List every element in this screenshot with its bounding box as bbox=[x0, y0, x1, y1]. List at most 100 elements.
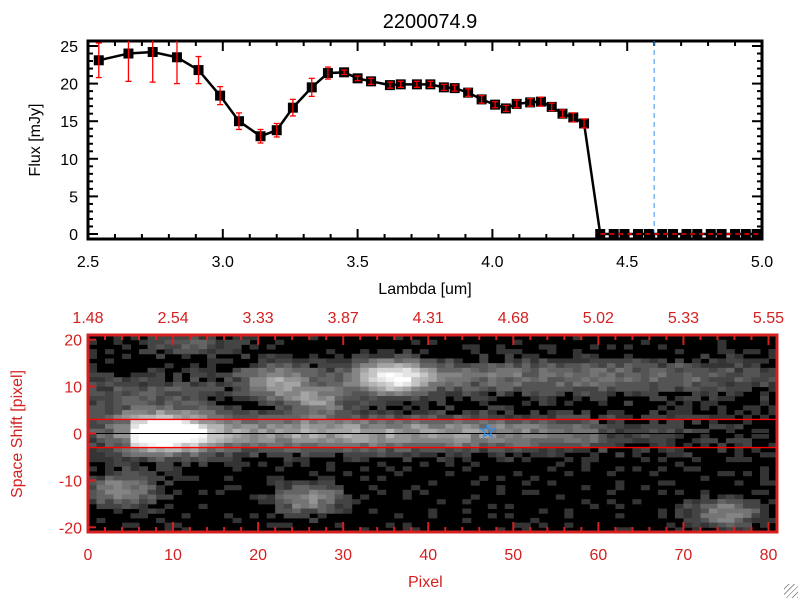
heatmap-cell bbox=[351, 400, 361, 406]
heatmap-cell bbox=[419, 447, 429, 453]
heatmap-cell bbox=[385, 433, 395, 439]
heatmap-cell bbox=[232, 335, 242, 341]
heatmap-cell bbox=[309, 410, 319, 416]
heatmap-cell bbox=[683, 400, 693, 406]
heatmap-cell bbox=[241, 367, 251, 374]
heatmap-cell bbox=[300, 508, 310, 514]
heatmap-cell bbox=[759, 517, 769, 524]
heatmap-cell bbox=[198, 442, 208, 449]
heatmap-cell bbox=[428, 419, 438, 425]
heatmap-cell bbox=[130, 452, 140, 458]
heatmap-cell bbox=[275, 424, 285, 430]
heatmap-cell bbox=[657, 386, 667, 392]
heatmap-cell bbox=[589, 433, 599, 439]
heatmap-cell bbox=[326, 410, 336, 416]
heatmap-cell bbox=[130, 424, 140, 430]
heatmap-cell bbox=[215, 381, 225, 388]
heatmap-cell bbox=[147, 494, 157, 500]
heatmap-cell bbox=[683, 372, 693, 378]
heatmap-cell bbox=[113, 433, 123, 439]
heatmap-cell bbox=[751, 447, 761, 453]
heatmap-cell bbox=[309, 508, 319, 514]
heatmap-cell bbox=[360, 395, 370, 402]
heatmap-cell bbox=[487, 452, 497, 458]
heatmap-cell bbox=[113, 377, 123, 383]
heatmap-cell bbox=[181, 452, 191, 458]
heatmap-cell bbox=[207, 349, 217, 355]
heatmap-cell bbox=[139, 480, 149, 486]
heatmap-cell bbox=[708, 438, 718, 444]
heatmap-cell bbox=[317, 363, 327, 369]
heatmap-cell bbox=[88, 367, 98, 374]
heatmap-cell bbox=[241, 353, 251, 359]
heatmap-cell bbox=[377, 475, 387, 481]
heatmap-cell bbox=[266, 353, 276, 359]
heatmap-cell bbox=[334, 363, 344, 369]
heatmap-cell bbox=[207, 377, 217, 383]
heatmap-cell bbox=[564, 508, 574, 514]
heatmap-cell bbox=[683, 517, 693, 524]
heatmap-cell bbox=[411, 424, 421, 430]
heatmap-cell bbox=[232, 428, 242, 434]
heatmap-cell bbox=[351, 353, 361, 359]
heatmap-cell bbox=[742, 386, 752, 392]
heatmap-cell bbox=[258, 391, 268, 397]
heatmap-cell bbox=[462, 419, 472, 425]
heatmap-cell bbox=[122, 489, 132, 495]
heatmap-cell bbox=[309, 452, 319, 458]
heatmap-cell bbox=[530, 391, 540, 397]
heatmap-cell bbox=[385, 414, 395, 420]
heatmap-cell bbox=[368, 485, 378, 491]
heatmap-cell bbox=[691, 466, 701, 472]
heatmap-cell bbox=[224, 452, 234, 458]
heatmap-cell bbox=[564, 438, 574, 444]
heatmap-cell bbox=[351, 395, 361, 402]
heatmap-cell bbox=[479, 358, 489, 364]
heatmap-cell bbox=[317, 475, 327, 481]
heatmap-cell bbox=[173, 489, 183, 495]
heatmap-cell bbox=[683, 499, 693, 505]
heatmap-cell bbox=[487, 438, 497, 444]
heatmap-cell bbox=[674, 381, 684, 388]
heatmap-cell bbox=[436, 424, 446, 430]
heatmap-cell bbox=[479, 391, 489, 397]
heatmap-cell bbox=[581, 358, 591, 364]
heatmap-cell bbox=[105, 400, 115, 406]
heatmap-cell bbox=[190, 363, 200, 369]
heatmap-cell bbox=[538, 391, 548, 397]
heatmap-cell bbox=[717, 358, 727, 364]
heatmap-cell bbox=[402, 391, 412, 397]
heatmap-cell bbox=[156, 353, 166, 359]
heatmap-cell bbox=[326, 433, 336, 439]
heatmap-cell bbox=[88, 377, 98, 383]
heatmap-cell bbox=[96, 438, 106, 444]
heatmap-cell bbox=[666, 414, 676, 420]
heatmap-cell bbox=[657, 344, 667, 350]
heatmap-cell bbox=[283, 494, 293, 500]
heatmap-cell bbox=[198, 503, 208, 510]
heatmap-cell bbox=[640, 485, 650, 491]
heatmap-cell bbox=[598, 377, 608, 383]
heatmap-cell bbox=[759, 428, 769, 434]
heatmap-cell bbox=[725, 438, 735, 444]
heatmap-cell bbox=[759, 358, 769, 364]
heatmap-cell bbox=[589, 395, 599, 402]
heatmap-cell bbox=[88, 480, 98, 486]
heatmap-cell bbox=[615, 372, 625, 378]
heatmap-cell bbox=[96, 377, 106, 383]
x-tick-label: 4.0 bbox=[481, 254, 503, 271]
heatmap-cell bbox=[96, 480, 106, 486]
heatmap-cell bbox=[623, 353, 633, 359]
heatmap-cell bbox=[411, 442, 421, 449]
heatmap-cell bbox=[122, 395, 132, 402]
heatmap-cell bbox=[326, 414, 336, 420]
heatmap-cell bbox=[555, 438, 565, 444]
heatmap-cell bbox=[96, 489, 106, 495]
heatmap-cell bbox=[734, 358, 744, 364]
resize-handle[interactable] bbox=[784, 584, 798, 598]
heatmap-cell bbox=[113, 395, 123, 402]
heatmap-cell bbox=[411, 377, 421, 383]
heatmap-cell bbox=[487, 367, 497, 374]
